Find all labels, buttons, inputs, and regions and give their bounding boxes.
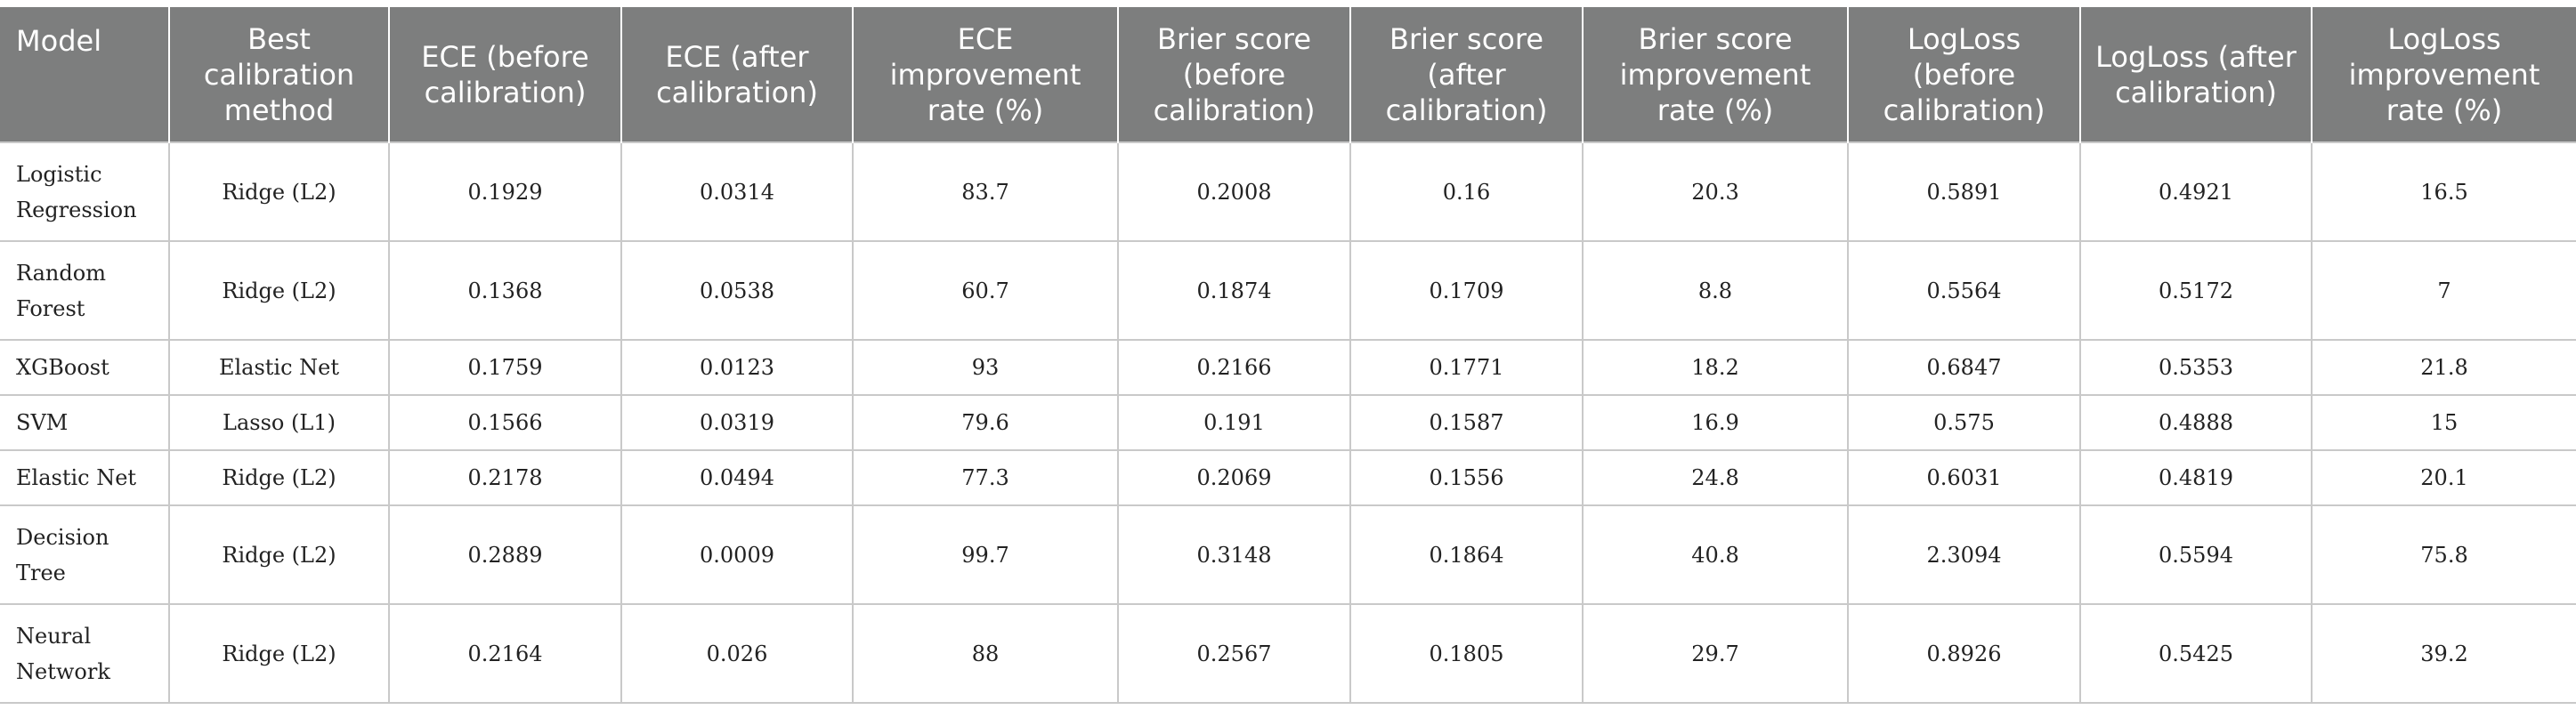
header-best-method: Best calibration method [169, 7, 390, 142]
cell-brier-improvement: 16.9 [1582, 394, 1849, 451]
calibration-results-table: Model Best calibration method ECE (befor… [0, 7, 2576, 704]
cell-logloss-after: 0.5172 [2079, 240, 2313, 341]
cell-brier-after: 0.1805 [1349, 603, 1584, 704]
cell-ece-improvement: 99.7 [852, 504, 1119, 605]
cell-logloss-improvement: 75.8 [2311, 504, 2576, 605]
cell-brier-improvement: 29.7 [1582, 603, 1849, 704]
cell-brier-before: 0.3148 [1117, 504, 1351, 605]
cell-model: Logistic Regression [0, 141, 170, 242]
cell-best-method: Ridge (L2) [168, 240, 390, 341]
cell-ece-after: 0.0123 [620, 339, 854, 396]
cell-ece-before: 0.2889 [388, 504, 622, 605]
cell-ece-after: 0.0538 [620, 240, 854, 341]
cell-ece-improvement: 88 [852, 603, 1119, 704]
cell-ece-before: 0.2178 [388, 449, 622, 506]
cell-logloss-improvement: 20.1 [2311, 449, 2576, 506]
table-row: Logistic Regression Ridge (L2) 0.1929 0.… [0, 141, 2576, 242]
table-row: Elastic Net Ridge (L2) 0.2178 0.0494 77.… [0, 449, 2576, 506]
cell-ece-before: 0.1566 [388, 394, 622, 451]
cell-logloss-improvement: 39.2 [2311, 603, 2576, 704]
cell-ece-before: 0.1368 [388, 240, 622, 341]
header-ece-before: ECE (before calibration) [389, 7, 622, 142]
cell-model: SVM [0, 394, 170, 451]
cell-brier-after: 0.1864 [1349, 504, 1584, 605]
cell-ece-after: 0.0009 [620, 504, 854, 605]
cell-brier-after: 0.1587 [1349, 394, 1584, 451]
cell-brier-improvement: 18.2 [1582, 339, 1849, 396]
cell-best-method: Ridge (L2) [168, 603, 390, 704]
cell-brier-before: 0.2567 [1117, 603, 1351, 704]
cell-logloss-before: 0.5564 [1847, 240, 2081, 341]
cell-logloss-before: 0.6031 [1847, 449, 2081, 506]
cell-best-method: Ridge (L2) [168, 141, 390, 242]
cell-ece-improvement: 79.6 [852, 394, 1119, 451]
cell-ece-improvement: 77.3 [852, 449, 1119, 506]
header-brier-after: Brier score (after calibration) [1350, 7, 1584, 142]
cell-brier-after: 0.1771 [1349, 339, 1584, 396]
header-model: Model [0, 7, 170, 142]
header-logloss-before: LogLoss (before calibration) [1848, 7, 2081, 142]
cell-brier-before: 0.2008 [1117, 141, 1351, 242]
cell-best-method: Ridge (L2) [168, 449, 390, 506]
cell-ece-after: 0.0319 [620, 394, 854, 451]
cell-best-method: Ridge (L2) [168, 504, 390, 605]
header-brier-improvement: Brier score improvement rate (%) [1583, 7, 1849, 142]
cell-ece-before: 0.2164 [388, 603, 622, 704]
cell-model: Neural Network [0, 603, 170, 704]
header-logloss-improvement: LogLoss improvement rate (%) [2312, 7, 2576, 142]
cell-logloss-before: 0.575 [1847, 394, 2081, 451]
table-row: SVM Lasso (L1) 0.1566 0.0319 79.6 0.191 … [0, 394, 2576, 451]
cell-logloss-improvement: 15 [2311, 394, 2576, 451]
cell-logloss-improvement: 21.8 [2311, 339, 2576, 396]
header-row: Model Best calibration method ECE (befor… [0, 7, 2576, 142]
cell-ece-improvement: 60.7 [852, 240, 1119, 341]
cell-logloss-after: 0.4921 [2079, 141, 2313, 242]
cell-brier-after: 0.1709 [1349, 240, 1584, 341]
cell-model: Decision Tree [0, 504, 170, 605]
cell-brier-after: 0.16 [1349, 141, 1584, 242]
cell-brier-before: 0.191 [1117, 394, 1351, 451]
cell-logloss-before: 2.3094 [1847, 504, 2081, 605]
header-brier-before: Brier score (before calibration) [1118, 7, 1351, 142]
cell-best-method: Elastic Net [168, 339, 390, 396]
header-ece-after: ECE (after calibration) [621, 7, 854, 142]
cell-logloss-after: 0.5353 [2079, 339, 2313, 396]
cell-ece-after: 0.0314 [620, 141, 854, 242]
cell-logloss-before: 0.6847 [1847, 339, 2081, 396]
cell-model: Elastic Net [0, 449, 170, 506]
cell-brier-before: 0.2166 [1117, 339, 1351, 396]
table-row: XGBoost Elastic Net 0.1759 0.0123 93 0.2… [0, 339, 2576, 396]
cell-ece-improvement: 83.7 [852, 141, 1119, 242]
cell-brier-improvement: 20.3 [1582, 141, 1849, 242]
table-row: Random Forest Ridge (L2) 0.1368 0.0538 6… [0, 240, 2576, 341]
cell-logloss-after: 0.4888 [2079, 394, 2313, 451]
header-logloss-after: LogLoss (after calibration) [2080, 7, 2313, 142]
cell-brier-improvement: 8.8 [1582, 240, 1849, 341]
cell-brier-before: 0.2069 [1117, 449, 1351, 506]
cell-ece-after: 0.026 [620, 603, 854, 704]
cell-ece-before: 0.1759 [388, 339, 622, 396]
cell-model: XGBoost [0, 339, 170, 396]
header-ece-improvement: ECE improvement rate (%) [853, 7, 1119, 142]
table-row: Neural Network Ridge (L2) 0.2164 0.026 8… [0, 603, 2576, 704]
cell-ece-after: 0.0494 [620, 449, 854, 506]
cell-logloss-improvement: 7 [2311, 240, 2576, 341]
cell-ece-before: 0.1929 [388, 141, 622, 242]
cell-brier-improvement: 40.8 [1582, 504, 1849, 605]
cell-logloss-before: 0.8926 [1847, 603, 2081, 704]
cell-logloss-before: 0.5891 [1847, 141, 2081, 242]
cell-brier-before: 0.1874 [1117, 240, 1351, 341]
cell-best-method: Lasso (L1) [168, 394, 390, 451]
table-row: Decision Tree Ridge (L2) 0.2889 0.0009 9… [0, 504, 2576, 605]
cell-logloss-after: 0.4819 [2079, 449, 2313, 506]
cell-logloss-improvement: 16.5 [2311, 141, 2576, 242]
cell-brier-improvement: 24.8 [1582, 449, 1849, 506]
cell-logloss-after: 0.5594 [2079, 504, 2313, 605]
cell-model: Random Forest [0, 240, 170, 341]
cell-brier-after: 0.1556 [1349, 449, 1584, 506]
cell-logloss-after: 0.5425 [2079, 603, 2313, 704]
cell-ece-improvement: 93 [852, 339, 1119, 396]
